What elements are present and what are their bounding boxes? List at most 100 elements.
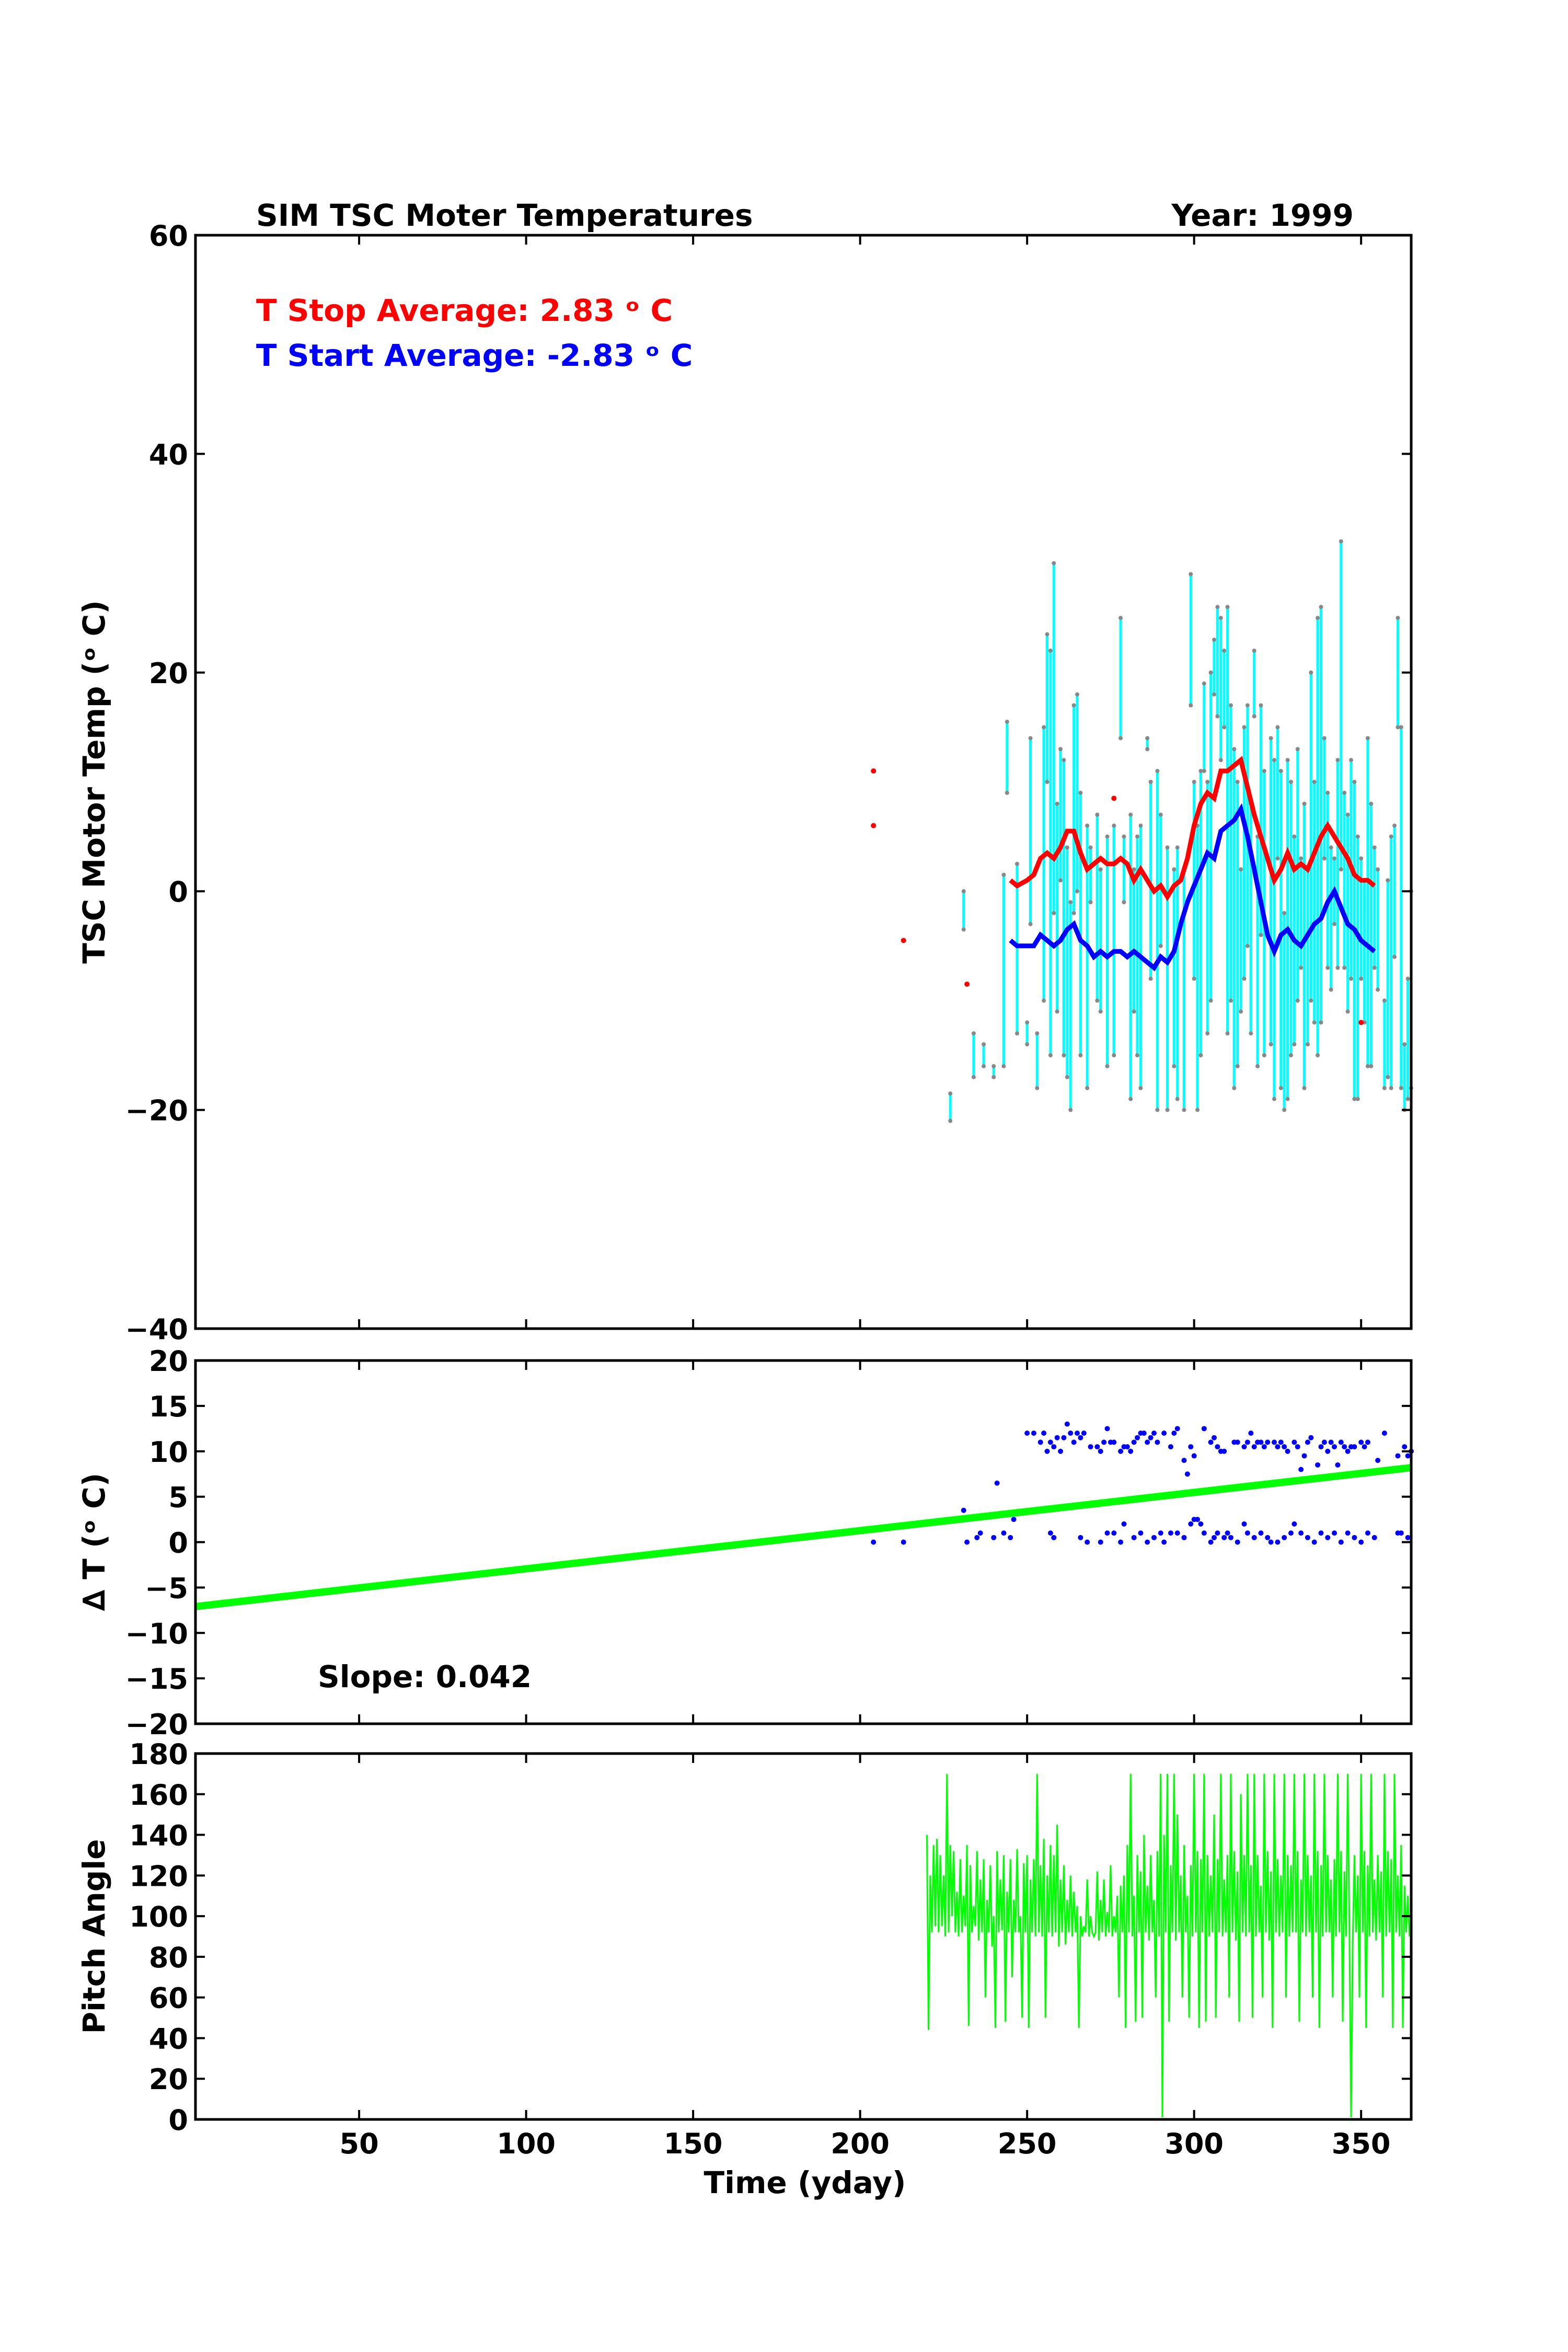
delta-point: [1268, 1539, 1274, 1545]
delta-point: [1272, 1439, 1277, 1445]
y-tick-label: −5: [145, 1572, 188, 1605]
range-endpoint: [991, 1075, 996, 1079]
delta-point: [1298, 1530, 1304, 1536]
y-tick-label: 5: [168, 1481, 188, 1514]
range-endpoint: [1348, 758, 1353, 763]
delta-point: [1235, 1539, 1240, 1545]
range-endpoint: [1272, 758, 1277, 763]
delta-point: [974, 1535, 980, 1540]
range-endpoint: [1025, 1042, 1030, 1047]
range-endpoint: [1119, 616, 1123, 620]
range-endpoint: [1242, 976, 1247, 981]
delta-point: [1118, 1539, 1124, 1545]
range-endpoint: [1382, 998, 1387, 1003]
range-endpoint: [1028, 921, 1033, 926]
range-endpoint: [1292, 1042, 1297, 1047]
delta-point: [1141, 1431, 1147, 1436]
range-endpoint: [1405, 1097, 1410, 1101]
stop-points: [871, 768, 1364, 1025]
range-bars: [949, 541, 1413, 1121]
y-tick-label: 40: [149, 2022, 188, 2055]
range-endpoint: [1215, 714, 1220, 719]
range-endpoint: [1329, 845, 1333, 850]
range-endpoint: [1262, 769, 1266, 774]
range-endpoint: [1239, 867, 1243, 872]
range-endpoint: [1025, 1020, 1030, 1025]
range-endpoint: [1095, 998, 1100, 1003]
range-endpoint: [1252, 714, 1256, 719]
range-endpoint: [1055, 801, 1059, 806]
range-endpoint: [1205, 1031, 1210, 1036]
range-endpoint: [1272, 1097, 1277, 1101]
delta-point: [1158, 1530, 1163, 1536]
range-endpoint: [1172, 867, 1177, 872]
range-endpoint: [1222, 725, 1227, 730]
y-tick-label: 140: [129, 1819, 188, 1852]
range-endpoint: [1001, 1064, 1006, 1068]
delta-point: [1288, 1530, 1294, 1536]
range-endpoint: [1218, 758, 1223, 763]
range-endpoint: [1145, 736, 1150, 741]
range-endpoint: [1085, 1086, 1090, 1090]
delta-point: [994, 1480, 1000, 1486]
delta-point: [1111, 1439, 1117, 1445]
range-endpoint: [1228, 998, 1233, 1003]
range-endpoint: [1345, 812, 1350, 817]
temperature-plot-frame: [194, 234, 1413, 1330]
delta-point: [977, 1530, 983, 1536]
delta-point: [1145, 1439, 1150, 1445]
range-endpoint: [1332, 856, 1337, 861]
range-endpoint: [1218, 616, 1223, 620]
delta-point: [1151, 1431, 1157, 1436]
range-endpoint: [1042, 998, 1046, 1003]
stop-average-annotation: T Stop Average: 2.83 ᵒ C: [256, 293, 673, 328]
delta-point: [1345, 1448, 1351, 1454]
range-endpoint: [1198, 769, 1203, 774]
delta-point: [1221, 1448, 1227, 1454]
delta-point: [1221, 1535, 1227, 1540]
range-endpoint: [1309, 998, 1313, 1003]
range-endpoint: [1112, 823, 1116, 828]
delta-point: [1228, 1535, 1233, 1540]
range-endpoint: [1068, 900, 1073, 905]
range-endpoint: [1065, 845, 1069, 850]
delta-point: [1275, 1539, 1281, 1545]
range-endpoint: [1148, 780, 1153, 784]
range-endpoint: [1014, 1031, 1019, 1036]
range-endpoint: [1269, 736, 1273, 741]
range-endpoint: [1342, 965, 1347, 970]
y-tick-label: 80: [149, 1941, 188, 1974]
y-tick-label: 20: [149, 2063, 188, 2096]
range-endpoint: [1078, 790, 1083, 795]
range-endpoint: [1392, 954, 1397, 959]
delta-point: [871, 1539, 877, 1545]
delta-point: [1174, 1426, 1180, 1432]
range-endpoint: [1192, 780, 1196, 784]
range-endpoint: [1386, 878, 1390, 883]
delta-point: [1081, 1431, 1087, 1436]
delta-point: [1071, 1439, 1077, 1445]
trend-line: [195, 1464, 1412, 1610]
range-endpoint: [1339, 867, 1343, 872]
delta-point: [1051, 1444, 1057, 1450]
range-endpoint: [1122, 900, 1126, 905]
delta-point: [1155, 1439, 1160, 1445]
range-endpoint: [1189, 703, 1193, 708]
range-endpoint: [1369, 801, 1374, 806]
time-axis-label: Time (yday): [704, 2165, 906, 2200]
delta-point: [1001, 1530, 1007, 1536]
delta-point: [1244, 1530, 1250, 1536]
range-endpoint: [1058, 747, 1063, 752]
range-endpoint: [1062, 1053, 1066, 1057]
range-endpoint: [1352, 1097, 1357, 1101]
range-endpoint: [1295, 747, 1300, 752]
delta-point: [1295, 1444, 1300, 1450]
stop-average-line: [1009, 756, 1376, 902]
range-endpoint: [1309, 670, 1313, 675]
range-endpoint: [1376, 987, 1380, 992]
range-endpoint: [1322, 856, 1327, 861]
range-endpoint: [1105, 1064, 1110, 1068]
